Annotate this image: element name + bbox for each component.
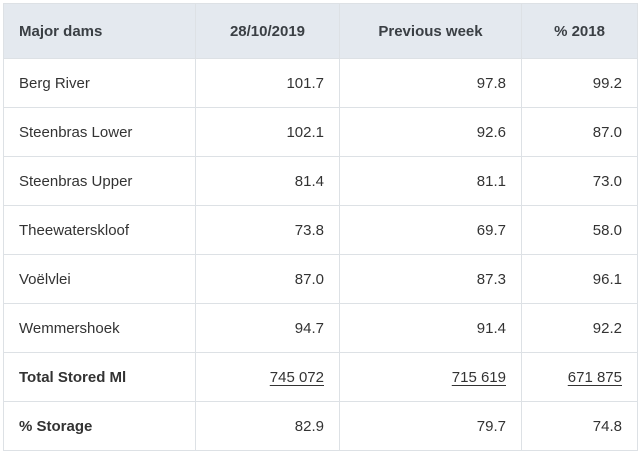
table-row: Steenbras Lower 102.1 92.6 87.0 [3,107,638,157]
total-stored-current[interactable]: 745 072 [269,368,324,386]
column-header-major-dams: Major dams [3,3,196,59]
column-header-date: 28/10/2019 [195,3,340,59]
dam-name: Steenbras Upper [3,156,196,206]
total-stored-previous[interactable]: 715 619 [451,368,506,386]
value-2018: 58.0 [521,205,638,255]
storage-2018: 74.8 [521,401,638,451]
table-row: Theewaterskloof 73.8 69.7 58.0 [3,205,638,255]
previous-week-value: 91.4 [339,303,522,353]
current-value: 101.7 [195,58,340,108]
storage-percent-row: % Storage 82.9 79.7 74.8 [3,401,638,451]
dam-name: Steenbras Lower [3,107,196,157]
dam-levels-table: Major dams 28/10/2019 Previous week % 20… [3,3,638,451]
value-2018: 99.2 [521,58,638,108]
storage-percent-label: % Storage [3,401,196,451]
column-header-percent-2018: % 2018 [521,3,638,59]
value-2018: 92.2 [521,303,638,353]
dam-name: Voëlvlei [3,254,196,304]
previous-week-value: 87.3 [339,254,522,304]
table-row: Voëlvlei 87.0 87.3 96.1 [3,254,638,304]
column-header-previous-week: Previous week [339,3,522,59]
header-row: Major dams 28/10/2019 Previous week % 20… [3,3,638,59]
total-stored-current-cell: 745 072 [195,352,340,402]
current-value: 73.8 [195,205,340,255]
current-value: 102.1 [195,107,340,157]
current-value: 87.0 [195,254,340,304]
value-2018: 87.0 [521,107,638,157]
previous-week-value: 92.6 [339,107,522,157]
table-row: Steenbras Upper 81.4 81.1 73.0 [3,156,638,206]
storage-current: 82.9 [195,401,340,451]
table-row: Wemmershoek 94.7 91.4 92.2 [3,303,638,353]
table-row: Berg River 101.7 97.8 99.2 [3,58,638,108]
dam-name: Berg River [3,58,196,108]
current-value: 81.4 [195,156,340,206]
current-value: 94.7 [195,303,340,353]
total-stored-label: Total Stored Ml [3,352,196,402]
previous-week-value: 97.8 [339,58,522,108]
total-stored-2018-cell: 671 875 [521,352,638,402]
dam-name: Theewaterskloof [3,205,196,255]
value-2018: 96.1 [521,254,638,304]
storage-previous: 79.7 [339,401,522,451]
value-2018: 73.0 [521,156,638,206]
previous-week-value: 81.1 [339,156,522,206]
total-stored-previous-cell: 715 619 [339,352,522,402]
total-stored-row: Total Stored Ml 745 072 715 619 671 875 [3,352,638,402]
dam-name: Wemmershoek [3,303,196,353]
total-stored-2018[interactable]: 671 875 [567,368,622,386]
previous-week-value: 69.7 [339,205,522,255]
